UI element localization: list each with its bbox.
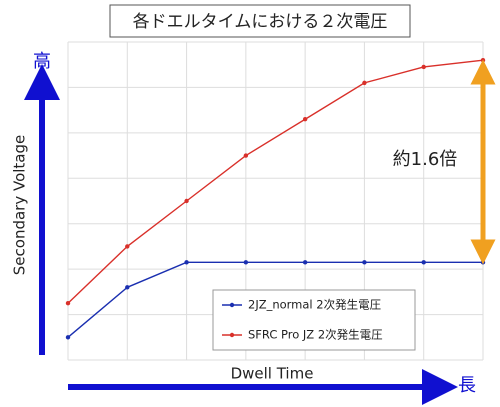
data-point: [480, 57, 486, 63]
data-point: [243, 153, 249, 158]
data-point: [421, 64, 426, 70]
data-point: [421, 260, 426, 265]
data-point: [184, 198, 189, 204]
title-box: [109, 4, 411, 38]
data-point: [243, 260, 249, 265]
legend-label: 2JZ_normal 2次発生電圧: [248, 298, 381, 312]
legend-marker: [229, 302, 235, 308]
plot-area: [65, 41, 486, 361]
x-axis-label: Dwell Time: [231, 365, 314, 383]
annotation: 約1.6倍: [393, 149, 458, 170]
data-point: [125, 244, 130, 249]
chart-title: 各ドエルタイムにおける２次電圧: [133, 12, 388, 32]
data-point: [65, 301, 71, 306]
data-point: [302, 117, 308, 122]
legend-label: SFRC Pro JZ 2次発生電圧: [248, 328, 383, 342]
y-high-label: 高: [33, 51, 51, 72]
data-point: [362, 80, 367, 86]
data-point: [302, 260, 308, 265]
series-line: [67, 261, 483, 338]
y-axis-label: Secondary Voltage: [11, 135, 29, 275]
data-point: [362, 260, 367, 265]
series-line: [67, 59, 484, 304]
legend-marker: [229, 332, 235, 338]
x-long-label: 長: [458, 375, 476, 396]
legend-box: [212, 289, 416, 351]
data-point: [184, 260, 189, 265]
data-point: [65, 335, 71, 340]
data-point: [125, 285, 130, 290]
data-point: [480, 260, 486, 265]
